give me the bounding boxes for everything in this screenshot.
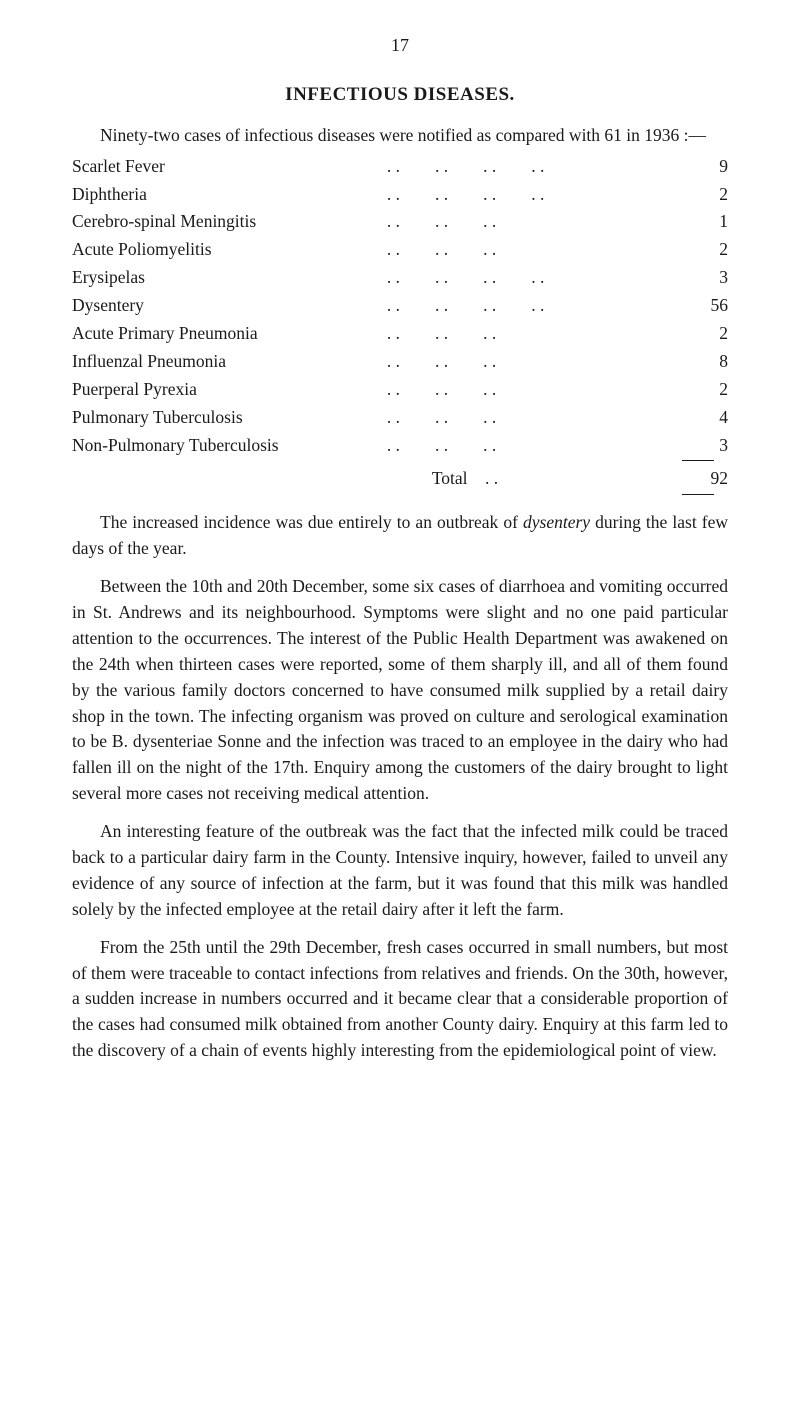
dot-leader: . . . . . . . . bbox=[387, 181, 658, 209]
total-rule bbox=[682, 494, 714, 495]
dot-leader: . . bbox=[485, 468, 498, 488]
table-row: Puerperal Pyrexia . . . . . . 2 bbox=[72, 376, 728, 404]
total-value: 92 bbox=[658, 462, 728, 493]
dot-leader: . . . . . . bbox=[387, 208, 658, 236]
body-paragraph: Between the 10th and 20th December, some… bbox=[72, 574, 728, 807]
disease-value: 9 bbox=[658, 153, 728, 181]
disease-label: Diphtheria bbox=[72, 181, 387, 209]
disease-label: Cerebro-spinal Meningitis bbox=[72, 208, 387, 236]
dot-leader: . . . . . . bbox=[387, 348, 658, 376]
dot-leader: . . . . . . . . bbox=[387, 153, 658, 181]
disease-value: 56 bbox=[658, 292, 728, 320]
total-label: Total bbox=[432, 468, 468, 488]
disease-label: Scarlet Fever bbox=[72, 153, 387, 181]
disease-label: Influenzal Pneumonia bbox=[72, 348, 387, 376]
disease-label: Puerperal Pyrexia bbox=[72, 376, 387, 404]
dot-leader: . . . . . . bbox=[387, 236, 658, 264]
dot-leader: . . . . . . bbox=[387, 404, 658, 432]
para-text: The increased incidence was due entirely… bbox=[100, 512, 523, 532]
table-row: Acute Primary Pneumonia . . . . . . 2 bbox=[72, 320, 728, 348]
total-rule bbox=[682, 460, 714, 461]
table-row: Diphtheria . . . . . . . . 2 bbox=[72, 181, 728, 209]
body-paragraph: From the 25th until the 29th December, f… bbox=[72, 935, 728, 1064]
intro-paragraph: Ninety-two cases of infectious diseases … bbox=[72, 123, 728, 149]
table-row: Cerebro-spinal Meningitis . . . . . . 1 bbox=[72, 208, 728, 236]
italic-term: dysentery bbox=[523, 512, 590, 532]
disease-label: Acute Poliomyelitis bbox=[72, 236, 387, 264]
disease-value: 1 bbox=[658, 208, 728, 236]
disease-value: 2 bbox=[658, 320, 728, 348]
disease-value: 8 bbox=[658, 348, 728, 376]
body-paragraph: The increased incidence was due entirely… bbox=[72, 510, 728, 562]
dot-leader: . . . . . . . . bbox=[387, 264, 658, 292]
table-row: Acute Poliomyelitis . . . . . . 2 bbox=[72, 236, 728, 264]
dot-leader: . . . . . . bbox=[387, 376, 658, 404]
disease-value: 2 bbox=[658, 376, 728, 404]
dot-leader: . . . . . . bbox=[387, 320, 658, 348]
disease-table: Scarlet Fever . . . . . . . . 9 Diphther… bbox=[72, 153, 728, 497]
disease-label: Dysentery bbox=[72, 292, 387, 320]
disease-value: 2 bbox=[658, 181, 728, 209]
disease-label: Pulmonary Tuberculosis bbox=[72, 404, 387, 432]
table-row: Pulmonary Tuberculosis . . . . . . 4 bbox=[72, 404, 728, 432]
total-rule-row bbox=[72, 493, 728, 496]
table-row: Non-Pulmonary Tuberculosis . . . . . . 3 bbox=[72, 432, 728, 460]
disease-value: 2 bbox=[658, 236, 728, 264]
page-number: 17 bbox=[72, 32, 728, 59]
total-row: Total . . 92 bbox=[72, 462, 728, 493]
table-row: Influenzal Pneumonia . . . . . . 8 bbox=[72, 348, 728, 376]
disease-label: Acute Primary Pneumonia bbox=[72, 320, 387, 348]
table-row: Scarlet Fever . . . . . . . . 9 bbox=[72, 153, 728, 181]
dot-leader: . . . . . . . . bbox=[387, 292, 658, 320]
disease-label: Non-Pulmonary Tuberculosis bbox=[72, 432, 387, 460]
disease-value: 4 bbox=[658, 404, 728, 432]
disease-label: Erysipelas bbox=[72, 264, 387, 292]
dot-leader: . . . . . . bbox=[387, 432, 658, 460]
table-row: Erysipelas . . . . . . . . 3 bbox=[72, 264, 728, 292]
section-title: INFECTIOUS DISEASES. bbox=[72, 81, 728, 109]
disease-value: 3 bbox=[658, 432, 728, 460]
table-row: Dysentery . . . . . . . . 56 bbox=[72, 292, 728, 320]
disease-value: 3 bbox=[658, 264, 728, 292]
body-paragraph: An interesting feature of the outbreak w… bbox=[72, 819, 728, 923]
